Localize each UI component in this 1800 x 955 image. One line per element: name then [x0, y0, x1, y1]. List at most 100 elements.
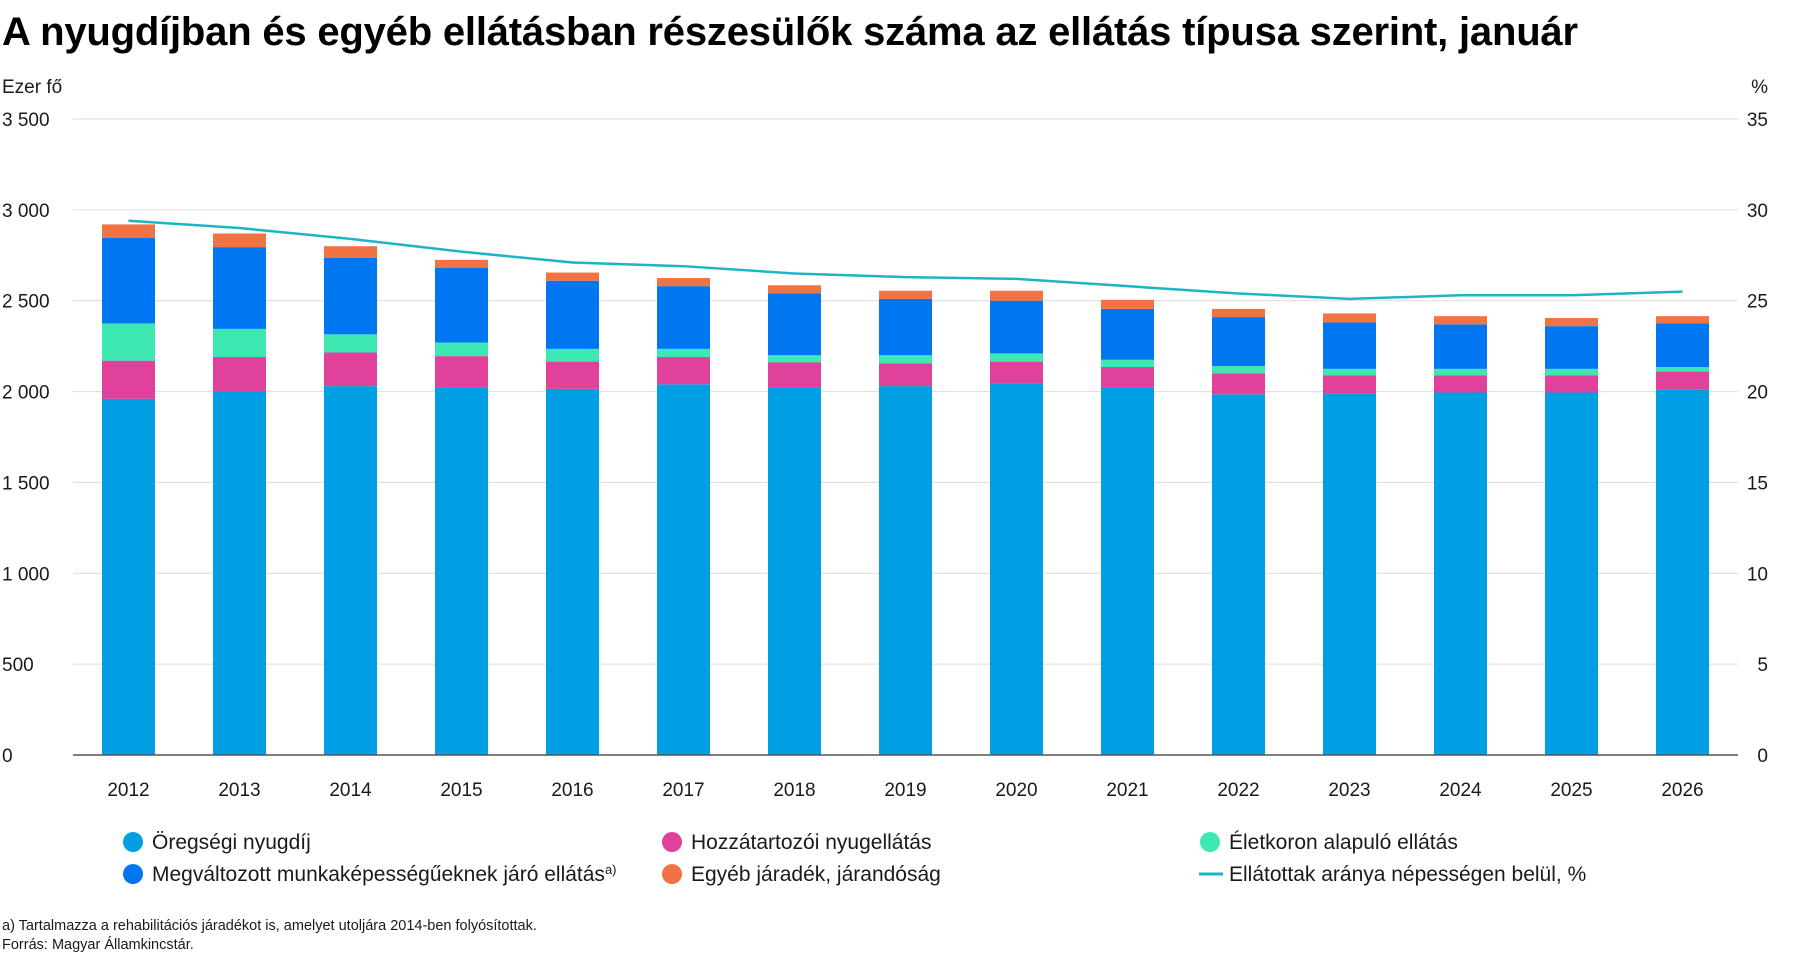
bar-segment	[1323, 375, 1376, 394]
bar-segment	[990, 383, 1043, 755]
x-tick-label: 2017	[662, 780, 704, 801]
bar-segment	[546, 361, 599, 389]
bar-segment	[324, 334, 377, 353]
y-left-tick-label: 2 000	[2, 383, 50, 404]
bar-segment	[768, 355, 821, 363]
bar-segment	[213, 328, 266, 358]
bar-segment	[102, 238, 155, 324]
bar-segment	[435, 268, 488, 343]
axes: 0 0 500 5 1 000 10 1 500 15 2 000 20 2 500 25 3 000 3…	[2, 77, 1768, 801]
bar-segment	[1545, 368, 1598, 376]
bar-segment	[1101, 387, 1154, 755]
bar-segment	[1101, 359, 1154, 368]
bar-segment	[546, 272, 599, 281]
legend-marker	[123, 864, 143, 884]
bar-segment	[324, 258, 377, 335]
line-series-group	[128, 219, 1683, 301]
bar-segment	[657, 286, 710, 349]
legend-label: Egyéb járadék, járandóság	[691, 863, 941, 886]
x-tick-label: 2014	[329, 780, 372, 801]
x-tick-label: 2021	[1106, 780, 1148, 801]
bar-segment	[1545, 326, 1598, 369]
bar-segment	[657, 384, 710, 755]
bar-segment	[1323, 368, 1376, 376]
footnote-a: a) Tartalmazza a rehabilitációs járadéko…	[2, 918, 537, 934]
y-left-tick-label: 500	[2, 655, 34, 676]
bar-segment	[435, 342, 488, 357]
y-left-axis-label: Ezer fő	[2, 77, 62, 98]
bar-segment	[768, 387, 821, 755]
bar-segment	[657, 278, 710, 287]
bar-segment	[435, 356, 488, 388]
bar-segment	[102, 360, 155, 399]
x-tick-label: 2012	[107, 780, 149, 801]
y-left-tick-label: 0	[2, 746, 13, 767]
y-right-tick-label: 30	[1747, 201, 1768, 222]
footnotes: a) Tartalmazza a rehabilitációs járadéko…	[2, 917, 537, 955]
bar-segment	[1656, 323, 1709, 368]
bar-segment	[213, 233, 266, 248]
bar-segment	[1656, 367, 1709, 372]
bar-segment	[324, 386, 377, 755]
legend-marker	[123, 832, 143, 852]
legend-label: Hozzátartozói nyugellátás	[691, 831, 931, 854]
x-tick-label: 2015	[440, 780, 482, 801]
bar-segment	[324, 246, 377, 259]
bar-segment	[435, 259, 488, 269]
legend-marker	[662, 864, 682, 884]
x-tick-label: 2020	[995, 780, 1037, 801]
bar-segment	[879, 386, 932, 755]
bar-segment	[1434, 368, 1487, 376]
bar-segment	[1434, 375, 1487, 393]
bar-segment	[768, 285, 821, 294]
y-right-tick-label: 5	[1757, 655, 1768, 676]
bar-segment	[213, 247, 266, 329]
bar-segment	[990, 290, 1043, 301]
bar-segment	[102, 224, 155, 239]
source-note: Forrás: Magyar Államkincstár.	[2, 937, 194, 953]
bar-segment	[1212, 317, 1265, 367]
line-series	[128, 219, 1683, 301]
y-right-tick-label: 10	[1747, 564, 1768, 585]
bar-segment	[1212, 366, 1265, 374]
chart-title: A nyugdíjban és egyéb ellátásban részesü…	[2, 10, 1578, 54]
x-tick-label: 2026	[1661, 780, 1703, 801]
bar-segment	[990, 353, 1043, 362]
bar-segment	[1101, 299, 1154, 309]
x-tick-label: 2019	[884, 780, 926, 801]
bar-segment	[1434, 324, 1487, 369]
x-tick-label: 2013	[218, 780, 260, 801]
y-left-tick-label: 2 500	[2, 292, 50, 313]
bar-segment	[546, 348, 599, 362]
y-left-tick-label: 1 000	[2, 564, 50, 585]
x-tick-label: 2022	[1217, 780, 1259, 801]
y-right-tick-label: 25	[1747, 292, 1768, 313]
bar-segment	[1101, 367, 1154, 388]
bar-segment	[1545, 392, 1598, 755]
y-right-axis-label: %	[1751, 77, 1768, 98]
bar-segment	[657, 348, 710, 358]
bar-segment	[1323, 322, 1376, 369]
y-right-tick-label: 20	[1747, 383, 1768, 404]
bar-segment	[1323, 393, 1376, 755]
x-tick-label: 2025	[1550, 780, 1592, 801]
bar-segment	[324, 352, 377, 387]
bar-segment	[1434, 392, 1487, 755]
legend-label: Megváltozott munkaképességűeknek járó el…	[152, 862, 617, 886]
x-tick-label: 2023	[1328, 780, 1370, 801]
bar-segment	[102, 398, 155, 755]
bar-segment	[1212, 373, 1265, 395]
y-left-tick-label: 1 500	[2, 473, 50, 494]
legend-label: Öregségi nyugdíj	[152, 831, 311, 854]
bar-segment	[1545, 375, 1598, 393]
bar-segment	[768, 362, 821, 388]
legend-marker	[662, 832, 682, 852]
bar-segment	[768, 293, 821, 356]
legend-label: Ellátottak aránya népességen belül, %	[1229, 863, 1586, 886]
legend-label: Életkoron alapuló ellátás	[1229, 831, 1458, 854]
bar-segment	[546, 388, 599, 755]
y-right-tick-label: 15	[1747, 473, 1768, 494]
x-tick-label: 2018	[773, 780, 815, 801]
bar-segment	[879, 290, 932, 299]
